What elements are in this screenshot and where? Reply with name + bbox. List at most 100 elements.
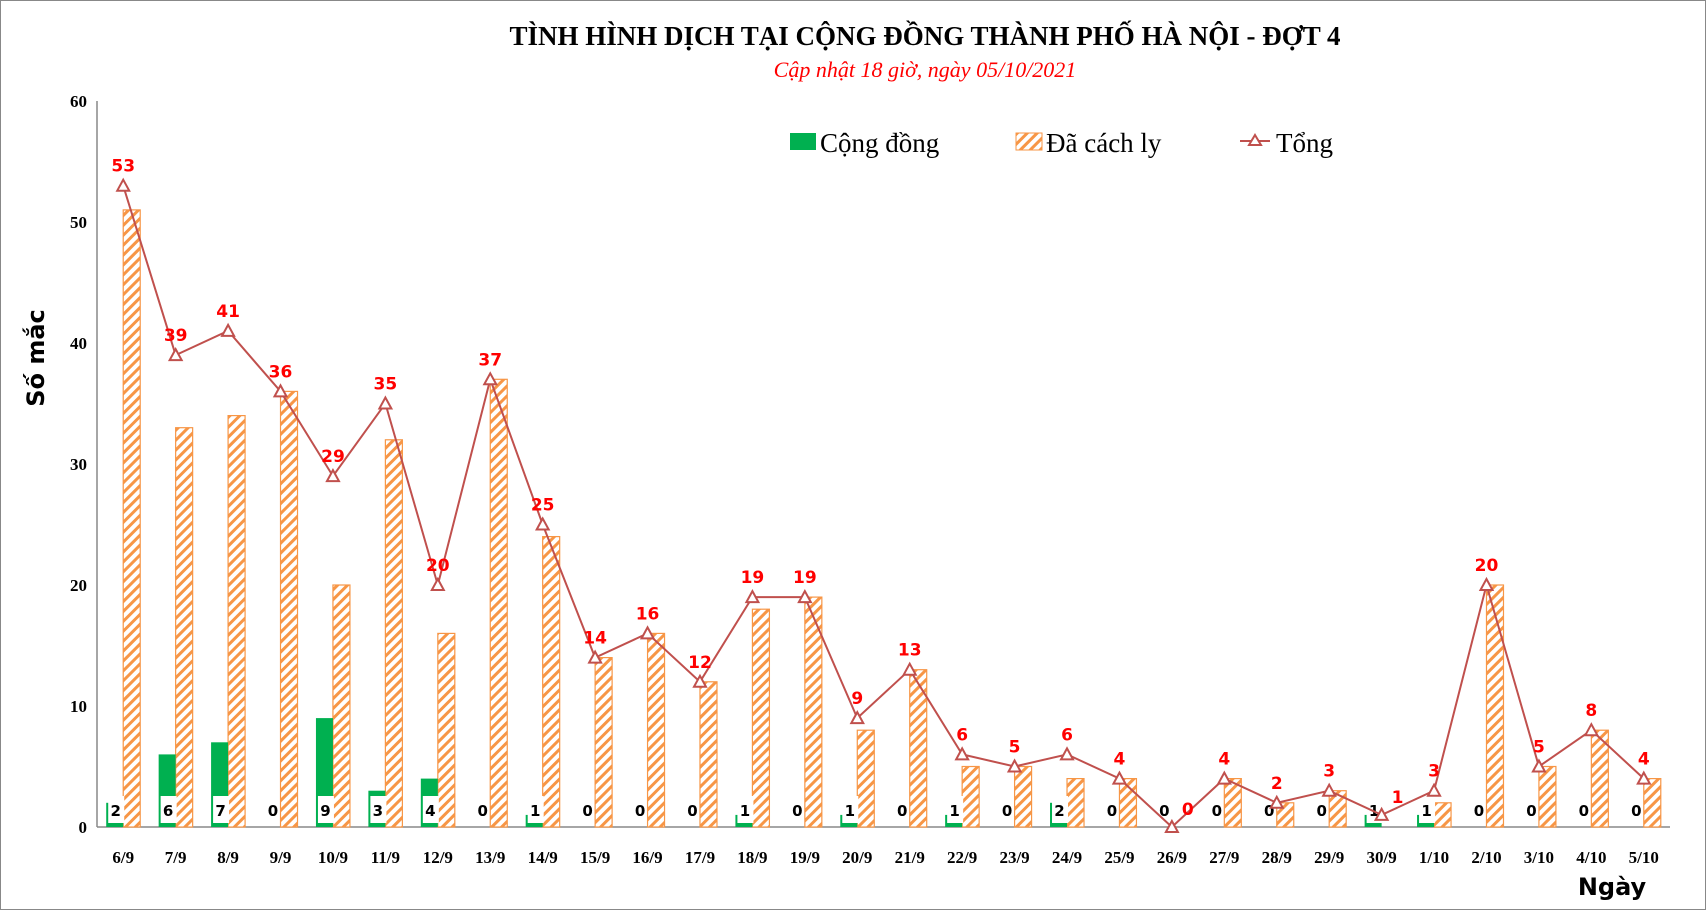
total-marker <box>954 746 970 761</box>
community-data-label: 0 <box>1631 802 1641 820</box>
total-marker <box>1216 770 1233 785</box>
x-tick-label: 10/9 <box>318 848 348 867</box>
total-data-label: 41 <box>216 302 240 322</box>
total-data-label: 6 <box>956 725 968 745</box>
legend-swatch-community <box>790 133 816 150</box>
x-tick-label: 19/9 <box>790 848 820 867</box>
total-marker <box>1373 806 1390 821</box>
bar-quarantined <box>856 729 875 828</box>
bar-quarantined <box>1485 584 1505 828</box>
bar-quarantined <box>332 584 351 828</box>
bar-quarantined <box>227 415 246 828</box>
x-tick-label: 1/10 <box>1419 848 1449 867</box>
community-label-box <box>160 796 177 823</box>
x-tick-label: 16/9 <box>632 848 662 867</box>
bar-quarantined <box>489 378 508 828</box>
community-data-label: 0 <box>635 802 645 820</box>
total-data-label: 16 <box>636 604 660 624</box>
community-label-box <box>370 796 387 823</box>
bar-quarantined <box>909 669 928 828</box>
total-data-label: 20 <box>1475 556 1499 576</box>
legend-label-total: Tổng <box>1276 128 1333 158</box>
total-marker <box>325 468 341 483</box>
total-data-label: 9 <box>851 689 863 709</box>
total-data-label: 25 <box>531 496 555 516</box>
x-tick-label: 28/9 <box>1262 848 1292 867</box>
community-data-label: 0 <box>1316 802 1326 820</box>
total-data-label: 4 <box>1114 750 1126 770</box>
total-marker <box>1006 758 1023 773</box>
x-tick-label: 25/9 <box>1104 848 1134 867</box>
total-marker <box>797 589 813 604</box>
x-tick-label: 8/9 <box>217 848 239 867</box>
total-marker <box>639 625 656 640</box>
x-tick-label: 9/9 <box>270 848 292 867</box>
bar-quarantined <box>1276 802 1295 828</box>
x-tick-label: 27/9 <box>1209 848 1239 867</box>
chart-subtitle: Cập nhật 18 giờ, ngày 05/10/2021 <box>774 57 1077 82</box>
x-tick-label: 11/9 <box>371 848 400 867</box>
x-tick-label: 7/9 <box>165 848 187 867</box>
y-tick-label: 30 <box>70 455 87 474</box>
community-data-label: 4 <box>425 802 435 820</box>
total-marker <box>1269 794 1285 809</box>
x-tick-label: 29/9 <box>1314 848 1344 867</box>
community-label-box <box>1052 796 1069 823</box>
total-data-label: 39 <box>164 326 188 346</box>
total-marker <box>1636 770 1652 785</box>
community-data-label: 0 <box>792 802 802 820</box>
total-data-label: 20 <box>426 556 450 576</box>
community-data-label: 1 <box>740 802 750 820</box>
total-data-label: 37 <box>478 350 502 370</box>
community-label-box <box>527 796 544 823</box>
bar-quarantined <box>699 681 718 828</box>
total-marker <box>902 661 918 676</box>
legend-swatch-quarantined <box>1015 132 1043 151</box>
community-label-box <box>422 796 439 823</box>
x-tick-label: 2/10 <box>1471 848 1501 867</box>
community-data-label: 0 <box>897 802 907 820</box>
community-data-label: 0 <box>1212 802 1222 820</box>
total-data-label: 13 <box>898 641 922 661</box>
x-tick-label: 13/9 <box>475 848 505 867</box>
community-data-label: 0 <box>478 802 488 820</box>
total-marker <box>849 710 865 725</box>
total-data-label: 0 <box>1182 800 1194 820</box>
total-marker <box>272 383 289 398</box>
community-data-label: 0 <box>1474 802 1484 820</box>
bar-quarantined <box>1643 777 1662 828</box>
community-data-label: 2 <box>1054 802 1064 820</box>
total-marker <box>1583 722 1600 737</box>
total-data-label: 6 <box>1061 725 1073 745</box>
total-marker <box>692 673 708 688</box>
community-data-label: 2 <box>110 802 120 820</box>
y-tick-label: 20 <box>70 576 87 595</box>
bar-quarantined <box>1433 802 1452 828</box>
x-tick-label: 20/9 <box>842 848 872 867</box>
total-marker <box>167 347 184 362</box>
legend-label-community: Cộng đồng <box>820 128 939 158</box>
total-marker <box>430 576 446 591</box>
x-tick-label: 15/9 <box>580 848 610 867</box>
total-data-label: 8 <box>1585 701 1597 721</box>
total-marker <box>587 649 603 664</box>
total-marker <box>1531 758 1547 773</box>
x-tick-label: 30/9 <box>1366 848 1396 867</box>
y-axis-label: Số mắc <box>21 309 50 407</box>
x-tick-label: 3/10 <box>1524 848 1554 867</box>
x-tick-label: 5/10 <box>1629 848 1659 867</box>
community-data-label: 0 <box>1264 802 1274 820</box>
community-label-box <box>737 796 754 823</box>
community-data-label: 1 <box>530 802 540 820</box>
bar-quarantined <box>122 209 141 828</box>
total-marker <box>1321 782 1337 797</box>
bar-quarantined <box>279 390 299 828</box>
community-label-box <box>317 796 334 823</box>
legend-marker-total <box>1247 133 1263 146</box>
community-data-label: 6 <box>163 802 173 820</box>
x-tick-label: 4/10 <box>1576 848 1606 867</box>
total-data-label: 12 <box>688 653 712 673</box>
total-marker <box>1478 576 1495 591</box>
bar-quarantined <box>804 596 823 828</box>
x-axis-label: Ngày <box>1578 873 1647 901</box>
